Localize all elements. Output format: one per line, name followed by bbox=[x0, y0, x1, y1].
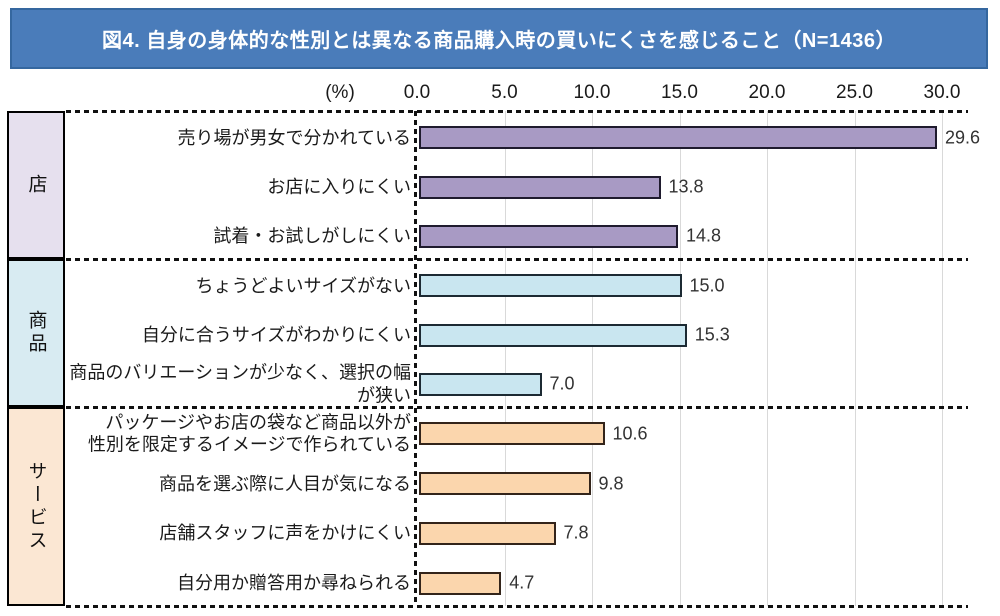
chart-title-banner: 図4. 自身の身体的な性別とは異なる商品購入時の買いにくさを感じること（N=14… bbox=[10, 8, 988, 69]
bar-value-label: 15.3 bbox=[694, 324, 730, 345]
bar bbox=[419, 224, 678, 248]
x-tick-label: 25.0 bbox=[836, 82, 873, 103]
bar-label: 試着・お試しがしにくい bbox=[213, 226, 411, 247]
dotted-section-line bbox=[66, 110, 968, 113]
gridline bbox=[504, 111, 506, 606]
category-label: 商品 bbox=[25, 310, 47, 356]
bar bbox=[419, 472, 591, 496]
x-tick-label: 30.0 bbox=[923, 82, 961, 103]
gridline bbox=[767, 111, 768, 606]
x-tick-label: 20.0 bbox=[748, 82, 786, 103]
bar bbox=[419, 571, 502, 595]
category-label: サービス bbox=[25, 460, 47, 553]
bar-value-label: 7.0 bbox=[549, 373, 575, 394]
category-box-2: サービス bbox=[7, 407, 65, 606]
bar bbox=[419, 175, 661, 199]
bar bbox=[419, 323, 687, 347]
bar-value-label: 14.8 bbox=[686, 225, 722, 246]
dotted-section-line bbox=[66, 258, 968, 261]
bar-value-label: 29.6 bbox=[945, 127, 981, 148]
bar-value-label: 9.8 bbox=[598, 473, 624, 494]
dotted-zero-axis bbox=[414, 111, 417, 606]
bar-label: お店に入りにくい bbox=[267, 176, 411, 197]
gridline bbox=[592, 111, 593, 606]
bar-label: ちょうどよいサイズがない bbox=[195, 275, 411, 296]
bar-label: 自分に合うサイズがわかりにくい bbox=[141, 324, 411, 345]
bar bbox=[419, 126, 937, 150]
bar-value-label: 7.8 bbox=[563, 522, 589, 543]
gridline bbox=[679, 111, 681, 606]
x-axis-unit-label: (%) bbox=[325, 82, 355, 103]
chart-title: 図4. 自身の身体的な性別とは異なる商品購入時の買いにくさを感じること（N=14… bbox=[102, 30, 896, 52]
bar-label: パッケージやお店の袋など商品以外が 性別を限定するイメージで作られている bbox=[87, 412, 411, 455]
x-tick-label: 5.0 bbox=[491, 82, 518, 103]
category-box-1: 商品 bbox=[7, 259, 65, 407]
bar bbox=[419, 422, 605, 446]
bar-value-label: 10.6 bbox=[612, 423, 648, 444]
bar bbox=[419, 274, 682, 298]
category-label: 店 bbox=[25, 173, 47, 197]
bar-value-label: 4.7 bbox=[509, 572, 535, 593]
bar-value-label: 15.0 bbox=[689, 275, 725, 296]
gridline bbox=[854, 111, 856, 606]
dotted-section-line bbox=[66, 406, 968, 409]
x-tick-label: 0.0 bbox=[403, 82, 431, 103]
bar-label: 店舗スタッフに声をかけにくい bbox=[159, 523, 411, 544]
bar-label: 自分用か贈答用か尋ねられる bbox=[177, 572, 411, 593]
bar bbox=[419, 372, 542, 396]
bar bbox=[419, 521, 556, 545]
x-tick-label: 15.0 bbox=[661, 82, 698, 103]
gridline bbox=[942, 111, 943, 606]
bar-label: 売り場が男女で分かれている bbox=[177, 127, 411, 148]
category-box-0: 店 bbox=[7, 111, 65, 259]
bar-label: 商品のバリエーションが少なく、選択の幅 が狭い bbox=[69, 362, 411, 406]
dotted-section-line bbox=[66, 605, 968, 608]
bar-value-label: 13.8 bbox=[668, 176, 704, 197]
x-tick-label: 10.0 bbox=[573, 82, 611, 103]
bar-label: 商品を選ぶ際に人目が気になる bbox=[159, 473, 411, 494]
